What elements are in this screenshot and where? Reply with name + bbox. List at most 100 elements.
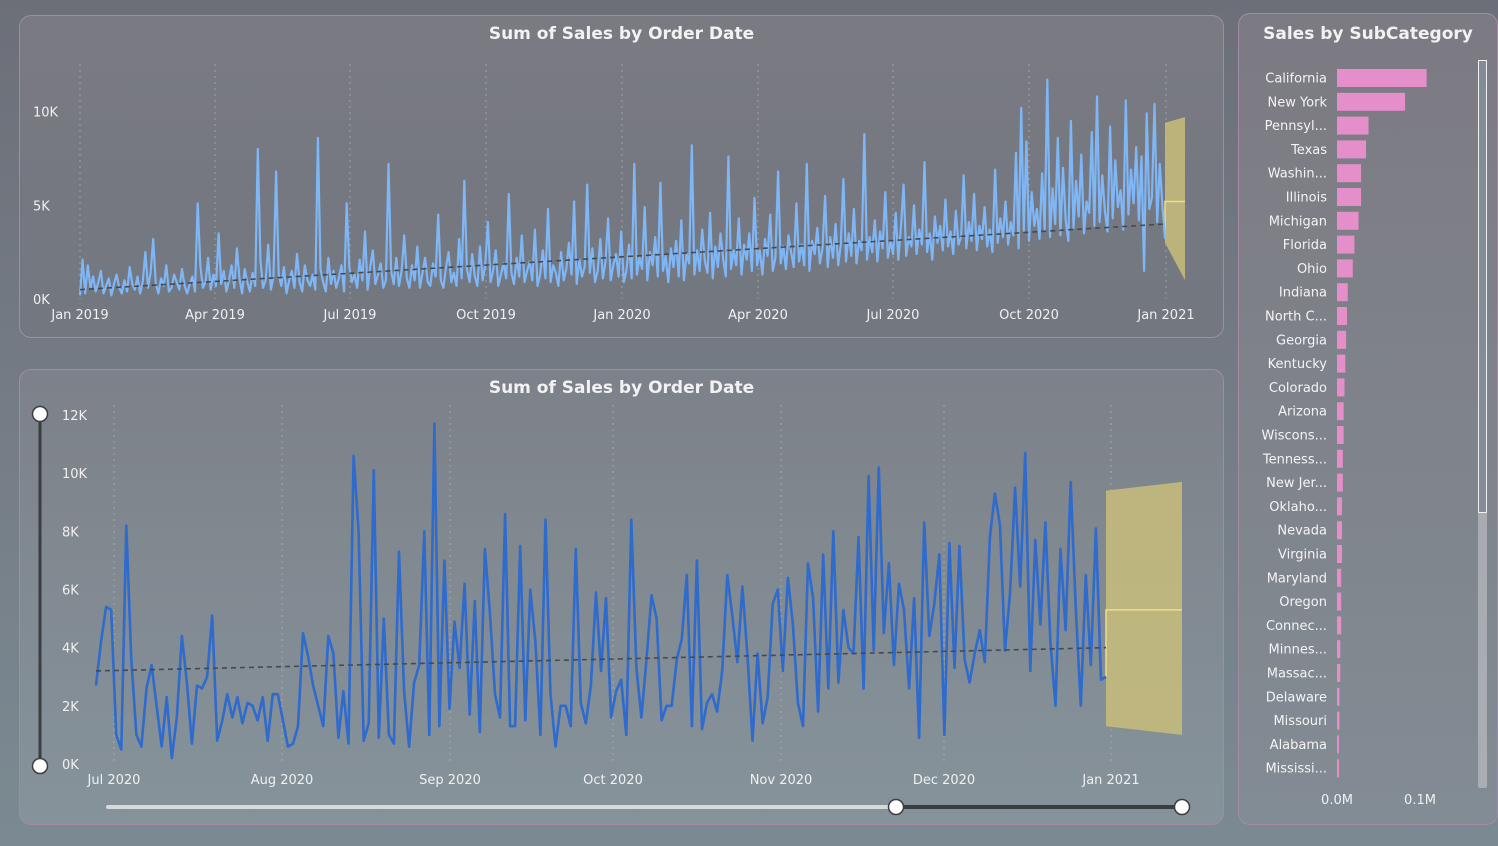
subcategory-bar[interactable]: [1337, 473, 1343, 492]
sales-series-line[interactable]: [78, 78, 1167, 297]
x-tick-label: Sep 2020: [419, 773, 481, 788]
subcategory-bar[interactable]: [1337, 92, 1406, 111]
category-label: Colorado: [1269, 381, 1327, 396]
category-label: Virginia: [1278, 548, 1327, 563]
y-tick-label: 8K: [62, 525, 79, 540]
subcategory-bar[interactable]: [1337, 235, 1355, 254]
category-label: Indiana: [1279, 286, 1327, 301]
forecast-band: [1165, 117, 1185, 281]
x-tick-label: Oct 2019: [456, 308, 516, 323]
subcategory-bar-chart[interactable]: California New York Pennsyl... Texas Washin.…: [1239, 14, 1498, 825]
x-tick-label: Apr 2020: [728, 308, 788, 323]
subcategory-bar[interactable]: [1337, 354, 1346, 373]
subcategory-bar[interactable]: [1337, 592, 1342, 611]
category-label: Maryland: [1267, 571, 1327, 586]
subcategory-bar[interactable]: [1337, 378, 1345, 397]
top-line-chart[interactable]: Jan 2019 Apr 2019 Jul 2019 Oct 2019 Jan 2020…: [20, 16, 1224, 338]
vertical-range-top-handle[interactable]: [31, 405, 49, 423]
y-tick-label: 4K: [62, 642, 79, 657]
subcategory-bar[interactable]: [1337, 497, 1342, 516]
y-tick-label: 10K: [62, 467, 88, 482]
x-tick-label: Jul 2020: [866, 308, 920, 323]
subcategory-bar[interactable]: [1337, 735, 1339, 754]
category-label: Alabama: [1270, 738, 1327, 753]
top-chart-panel: Sum of Sales by Order Date Jan 2019 Apr 2…: [19, 15, 1224, 338]
x-tick-label: 0.0M: [1321, 793, 1353, 808]
category-label: Connec...: [1266, 619, 1327, 634]
subcategory-bar[interactable]: [1337, 545, 1342, 563]
subcategory-bar[interactable]: [1337, 711, 1340, 730]
subcategory-bar[interactable]: [1337, 259, 1353, 278]
y-tick-label: 6K: [62, 584, 79, 599]
x-tick-label: Jan 2019: [50, 308, 108, 323]
y-tick-label: 5K: [33, 199, 50, 214]
category-label: New Jer...: [1266, 476, 1327, 491]
forecast-line: [1105, 609, 1182, 677]
subcategory-bar[interactable]: [1337, 164, 1362, 183]
subcategory-bar[interactable]: [1337, 687, 1340, 706]
subcategory-bar[interactable]: [1337, 69, 1427, 87]
subcategory-bar[interactable]: [1337, 283, 1348, 302]
category-label: Kentucky: [1268, 357, 1328, 372]
category-label: Massac...: [1267, 667, 1327, 682]
x-tick-label: Dec 2020: [913, 773, 975, 788]
category-label: Missouri: [1273, 714, 1327, 729]
bottom-line-chart[interactable]: Jul 2020 Aug 2020 Sep 2020 Oct 2020 Nov 2020…: [20, 370, 1224, 825]
category-label: Ohio: [1297, 262, 1327, 277]
x-tick-label: Oct 2020: [999, 308, 1059, 323]
category-label: Arizona: [1278, 405, 1327, 420]
y-tick-label: 0K: [33, 293, 50, 308]
category-label: Nevada: [1277, 524, 1327, 539]
subcategory-bar[interactable]: [1337, 664, 1341, 682]
subcategory-bar[interactable]: [1337, 402, 1344, 421]
category-label: Wiscons...: [1262, 429, 1327, 444]
category-label: Minnes...: [1269, 643, 1327, 658]
horizontal-range-right-handle[interactable]: [1173, 798, 1191, 816]
vertical-range-bottom-handle[interactable]: [31, 757, 49, 775]
category-label: Michigan: [1269, 214, 1327, 229]
x-tick-label: Jul 2020: [87, 773, 141, 788]
x-tick-label: Aug 2020: [251, 773, 314, 788]
x-tick-label: Jul 2019: [323, 308, 377, 323]
bottom-chart-panel: Sum of Sales by Order Date Jul 2020 Aug 2…: [19, 369, 1224, 825]
x-tick-label: Nov 2020: [750, 773, 813, 788]
subcategory-bar[interactable]: [1337, 426, 1344, 444]
trend-line: [95, 646, 1107, 672]
category-label: Pennsyl...: [1265, 119, 1327, 134]
sales-series-line[interactable]: [94, 422, 1107, 760]
subcategory-bar[interactable]: [1337, 640, 1341, 659]
category-label: Delaware: [1266, 690, 1327, 705]
trend-line: [79, 223, 1166, 291]
top-chart-title: Sum of Sales by Order Date: [488, 24, 755, 44]
category-label: Oklaho...: [1269, 500, 1327, 515]
subcategory-bar[interactable]: [1337, 759, 1339, 778]
x-tick-label: Jan 2021: [1081, 773, 1139, 788]
horizontal-range-left-handle[interactable]: [887, 798, 905, 816]
subcategory-chart-panel: Sales by SubCategory California New York P…: [1238, 13, 1498, 825]
subcategory-bar[interactable]: [1337, 616, 1342, 635]
category-label: North C...: [1265, 310, 1327, 325]
subcategory-bar[interactable]: [1337, 211, 1359, 230]
scrollbar-thumb-outline: [1478, 60, 1487, 513]
category-label: New York: [1267, 95, 1327, 110]
subcategory-bar[interactable]: [1337, 521, 1342, 540]
subcategory-bar[interactable]: [1337, 307, 1347, 325]
category-label: Illinois: [1286, 191, 1327, 206]
category-label: California: [1265, 72, 1327, 87]
x-tick-label: Apr 2019: [185, 308, 245, 323]
category-label: Mississi...: [1265, 762, 1327, 777]
subcategory-bar[interactable]: [1337, 188, 1362, 206]
subcategory-bar[interactable]: [1337, 330, 1347, 349]
x-tick-label: Jan 2021: [1136, 308, 1194, 323]
y-tick-label: 2K: [62, 700, 79, 715]
subcategory-bar[interactable]: [1337, 140, 1367, 159]
x-tick-label: Jan 2020: [592, 308, 650, 323]
subcategory-bar[interactable]: [1337, 568, 1342, 587]
y-tick-label: 0K: [62, 758, 79, 773]
subcategory-bar[interactable]: [1337, 449, 1343, 468]
scrollbar-thumb[interactable]: [1478, 60, 1487, 512]
y-tick-label: 10K: [33, 106, 59, 121]
category-label: Oregon: [1279, 595, 1327, 610]
subcategory-bar[interactable]: [1337, 116, 1369, 135]
category-label: Texas: [1290, 143, 1327, 158]
